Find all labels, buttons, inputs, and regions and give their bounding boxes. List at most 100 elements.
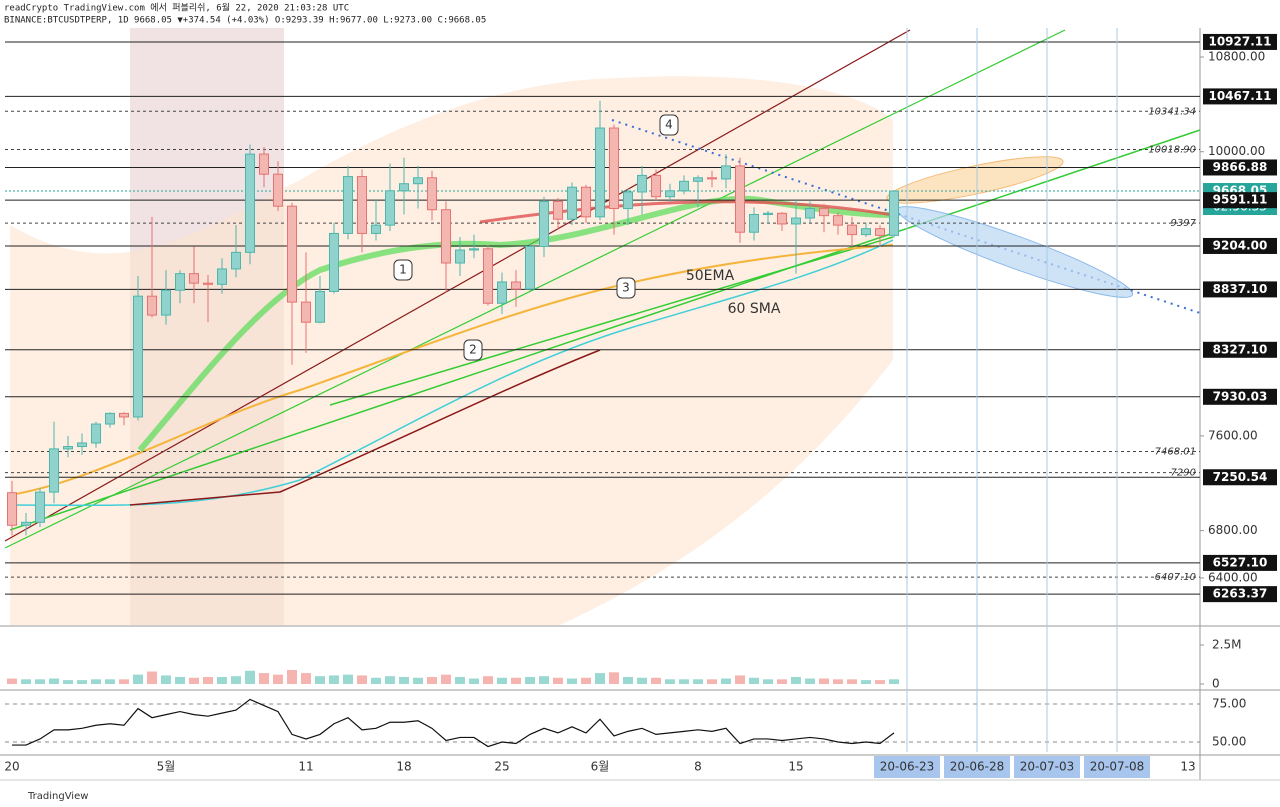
price-label: 10018.90	[1148, 144, 1196, 155]
candle-body	[35, 491, 45, 523]
candle-body	[357, 176, 367, 234]
annotation: 50EMA	[686, 268, 735, 284]
callout	[463, 339, 483, 361]
volume-bar	[735, 675, 745, 684]
volume-bar	[105, 679, 115, 684]
decorations	[0, 28, 1280, 781]
candle-body	[343, 176, 353, 234]
price-box	[1203, 388, 1277, 405]
volume-bar	[301, 673, 311, 684]
volume-bar	[399, 676, 409, 684]
candle-body	[595, 127, 605, 218]
volume-bar	[637, 677, 647, 684]
candle-body	[777, 212, 787, 225]
volume-bar	[245, 670, 255, 684]
volume-bar	[791, 676, 801, 684]
volume-bar	[203, 676, 213, 684]
volume-bar	[749, 677, 759, 684]
footer-brand: TradingView	[27, 791, 88, 802]
volume-bar	[7, 678, 17, 684]
volume-bar	[21, 679, 31, 684]
date-box	[1084, 756, 1150, 778]
volume-bar	[763, 679, 773, 684]
price-box	[1203, 192, 1277, 209]
volume-bar	[525, 676, 535, 684]
projection-ellipse	[886, 156, 1064, 204]
date-label: 5월	[157, 760, 176, 774]
annotation: 4	[665, 118, 673, 132]
volume-bar	[357, 675, 367, 684]
date-label: 6월	[591, 760, 610, 774]
future-date: 20-06-23	[880, 760, 934, 774]
price-label: 9204.00	[1213, 238, 1268, 252]
date-label: 15	[788, 760, 803, 774]
candle-body	[21, 521, 31, 526]
price-label: 9397	[1171, 218, 1197, 229]
candle-body	[497, 281, 507, 304]
volume-bar	[35, 679, 45, 684]
date-box	[1014, 756, 1080, 778]
volume-bar	[679, 679, 689, 684]
price-label: 7468.01	[1155, 447, 1196, 458]
price-label: 10800.00	[1208, 50, 1265, 64]
price-box	[1203, 469, 1277, 486]
price-box	[1203, 281, 1277, 298]
volume-bar	[175, 676, 185, 684]
date-box	[944, 756, 1010, 778]
date-label: 20	[4, 760, 19, 774]
volume-bar	[371, 677, 381, 684]
candle-body	[49, 448, 59, 493]
volume-bar	[287, 669, 297, 684]
annotation: 60 SMA	[728, 301, 781, 317]
candle-body	[693, 177, 703, 182]
price-label: 6527.10	[1213, 555, 1268, 569]
candle-body	[707, 177, 717, 180]
future-date: 20-07-03	[1020, 760, 1074, 774]
volume-tick-label: 2.5M	[1212, 638, 1241, 652]
candle-body	[539, 200, 549, 247]
volume-bar	[595, 673, 605, 684]
volume-bar	[889, 679, 899, 684]
price-label: 6407.10	[1155, 572, 1196, 583]
volume-bar	[161, 675, 171, 684]
candle-body	[455, 249, 465, 264]
price-label: 7600.00	[1208, 428, 1258, 442]
candle-body	[763, 212, 773, 215]
candle-body	[847, 224, 857, 236]
candle-body	[287, 205, 297, 303]
candle-body	[581, 186, 591, 218]
candle-body	[749, 213, 759, 233]
candle-body	[217, 268, 227, 285]
volume-bar	[875, 680, 885, 684]
candle-body	[77, 442, 87, 448]
candle-body	[833, 215, 843, 226]
volume-bar	[805, 678, 815, 684]
lower-line	[129, 349, 601, 506]
rsi-line	[12, 698, 895, 748]
peach-band	[10, 76, 893, 625]
volume-bar	[847, 679, 857, 684]
annotation: 2	[469, 343, 477, 357]
date-label: 18	[396, 760, 411, 774]
candle-body	[861, 228, 871, 236]
candle-body	[679, 180, 689, 192]
volume-bar	[385, 676, 395, 684]
candle-body	[413, 177, 423, 185]
volume-bar	[427, 676, 437, 684]
candle-body	[119, 412, 129, 418]
price-box	[1203, 554, 1277, 571]
volume-bar	[413, 677, 423, 684]
volume-bar	[77, 680, 87, 684]
candle-body	[623, 191, 633, 210]
annotation: 3	[622, 281, 630, 295]
candle-body	[791, 217, 801, 225]
price-label: 6400.00	[1208, 570, 1258, 584]
volume-bar	[315, 676, 325, 684]
candle-body	[147, 295, 157, 316]
volume-bar	[819, 678, 829, 684]
volume-bar	[217, 676, 227, 684]
future-date: 20-06-28	[950, 760, 1004, 774]
candle-body	[665, 190, 675, 198]
candle-body	[483, 248, 493, 304]
candle-body	[651, 174, 661, 198]
